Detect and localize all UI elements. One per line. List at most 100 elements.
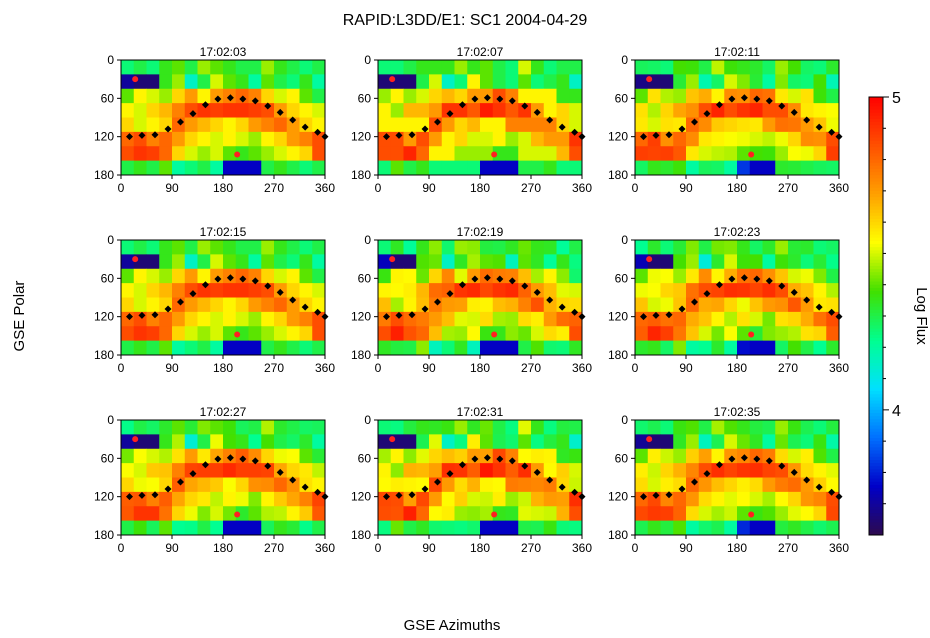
heatmap-cell [390, 506, 404, 522]
heatmap-cell [286, 74, 300, 90]
heatmap-cell [223, 297, 237, 313]
heatmap-cell [711, 340, 725, 356]
heatmap-cell [635, 297, 649, 313]
colorbar-segment [869, 528, 883, 533]
heatmap-cell [826, 117, 840, 133]
diamond-marker [740, 94, 748, 102]
y-tick-label: 60 [358, 451, 372, 465]
heatmap-cell [274, 74, 288, 90]
heatmap-cell [184, 506, 198, 522]
colorbar-segment [869, 359, 883, 364]
heatmap-cell [454, 131, 468, 147]
heatmap-cell [146, 477, 160, 493]
heatmap-cell [673, 88, 687, 104]
heatmap-cell [635, 146, 649, 162]
heatmap-cell [737, 340, 751, 356]
heatmap-cell [698, 60, 712, 75]
colorbar-segment [869, 309, 883, 314]
colorbar-segment [869, 303, 883, 308]
heatmap-cell [235, 326, 249, 342]
heatmap-cell [121, 448, 135, 464]
diamond-marker [321, 313, 329, 321]
heatmap-cell [543, 506, 557, 522]
heatmap-cell [673, 131, 687, 147]
heatmap-cell [467, 463, 481, 478]
heatmap-cell [121, 131, 135, 147]
heatmap-cell [775, 311, 789, 327]
heatmap-cell [261, 340, 275, 356]
colorbar-segment [869, 356, 883, 361]
heatmap-cell [299, 60, 313, 75]
heatmap-cell [673, 326, 687, 342]
heatmap-cell [378, 74, 392, 90]
colorbar-segment [869, 337, 883, 342]
heatmap-cell [261, 477, 275, 493]
heatmap-cell [788, 477, 802, 493]
heatmap-cell [429, 520, 443, 536]
heatmap-cell [133, 420, 147, 435]
heatmap-cell [737, 506, 751, 522]
heatmap-cell [299, 131, 313, 147]
heatmap-cell [467, 491, 481, 507]
heatmap-cell [261, 131, 275, 147]
heatmap-cell [159, 88, 173, 104]
heatmap-cell [647, 60, 661, 75]
heatmap-cell [826, 88, 840, 104]
heatmap-cell [569, 146, 583, 162]
heatmap-cell [184, 160, 198, 176]
diamond-marker [715, 101, 723, 109]
red-marker [491, 511, 498, 518]
heatmap-cell [261, 491, 275, 507]
heatmap-cell [635, 268, 649, 284]
heatmap-cell [441, 117, 455, 133]
diamond-marker [189, 470, 197, 478]
heatmap-cell [403, 420, 417, 435]
heatmap-cell [121, 463, 135, 478]
heatmap-cell [762, 506, 776, 522]
colorbar-segment [869, 384, 883, 389]
heatmap-cell [724, 297, 738, 313]
colorbar-segment [869, 234, 883, 239]
heatmap-cell [312, 131, 326, 147]
heatmap-cell [492, 463, 506, 478]
diamond-marker [828, 488, 836, 496]
colorbar-segment [869, 428, 883, 433]
heatmap-cell [800, 88, 814, 104]
heatmap-cell [556, 60, 570, 75]
heatmap-cell [248, 434, 262, 450]
heatmap-cell [172, 506, 186, 522]
heatmap-cell [312, 297, 326, 313]
diamond-marker [471, 455, 479, 463]
diamond-marker [640, 313, 647, 321]
heatmap-cell [762, 463, 776, 478]
y-tick-label: 60 [615, 91, 629, 105]
heatmap-cell [737, 491, 751, 507]
heatmap-cell [416, 74, 430, 90]
heatmap-cell [492, 491, 506, 507]
heatmap-cell [698, 103, 712, 118]
heatmap-cell [826, 326, 840, 342]
heatmap-cell [261, 60, 275, 75]
heatmap-cell [556, 463, 570, 478]
heatmap-cell [261, 506, 275, 522]
heatmap-cell [378, 326, 392, 342]
colorbar-segment [869, 184, 883, 189]
diamond-marker [703, 290, 711, 298]
heatmap-cell [698, 88, 712, 104]
diamond-marker [665, 131, 673, 139]
heatmap-cell [312, 160, 326, 176]
heatmap-cell [223, 463, 237, 478]
heatmap-cell [635, 326, 649, 342]
heatmap-cell [518, 311, 532, 327]
diamond-marker [421, 125, 429, 133]
heatmap-cell [274, 88, 288, 104]
heatmap-cell [813, 506, 827, 522]
colorbar-segment [869, 253, 883, 258]
heatmap-cell [378, 268, 392, 284]
heatmap-cell [261, 88, 275, 104]
heatmap-cell [826, 60, 840, 75]
heatmap-cell [403, 88, 417, 104]
chart-panel: 0 90 180 270 360 0 60 120 180 17:02:23 [608, 225, 849, 375]
heatmap-cell [299, 326, 313, 342]
heatmap-cell [235, 74, 249, 90]
